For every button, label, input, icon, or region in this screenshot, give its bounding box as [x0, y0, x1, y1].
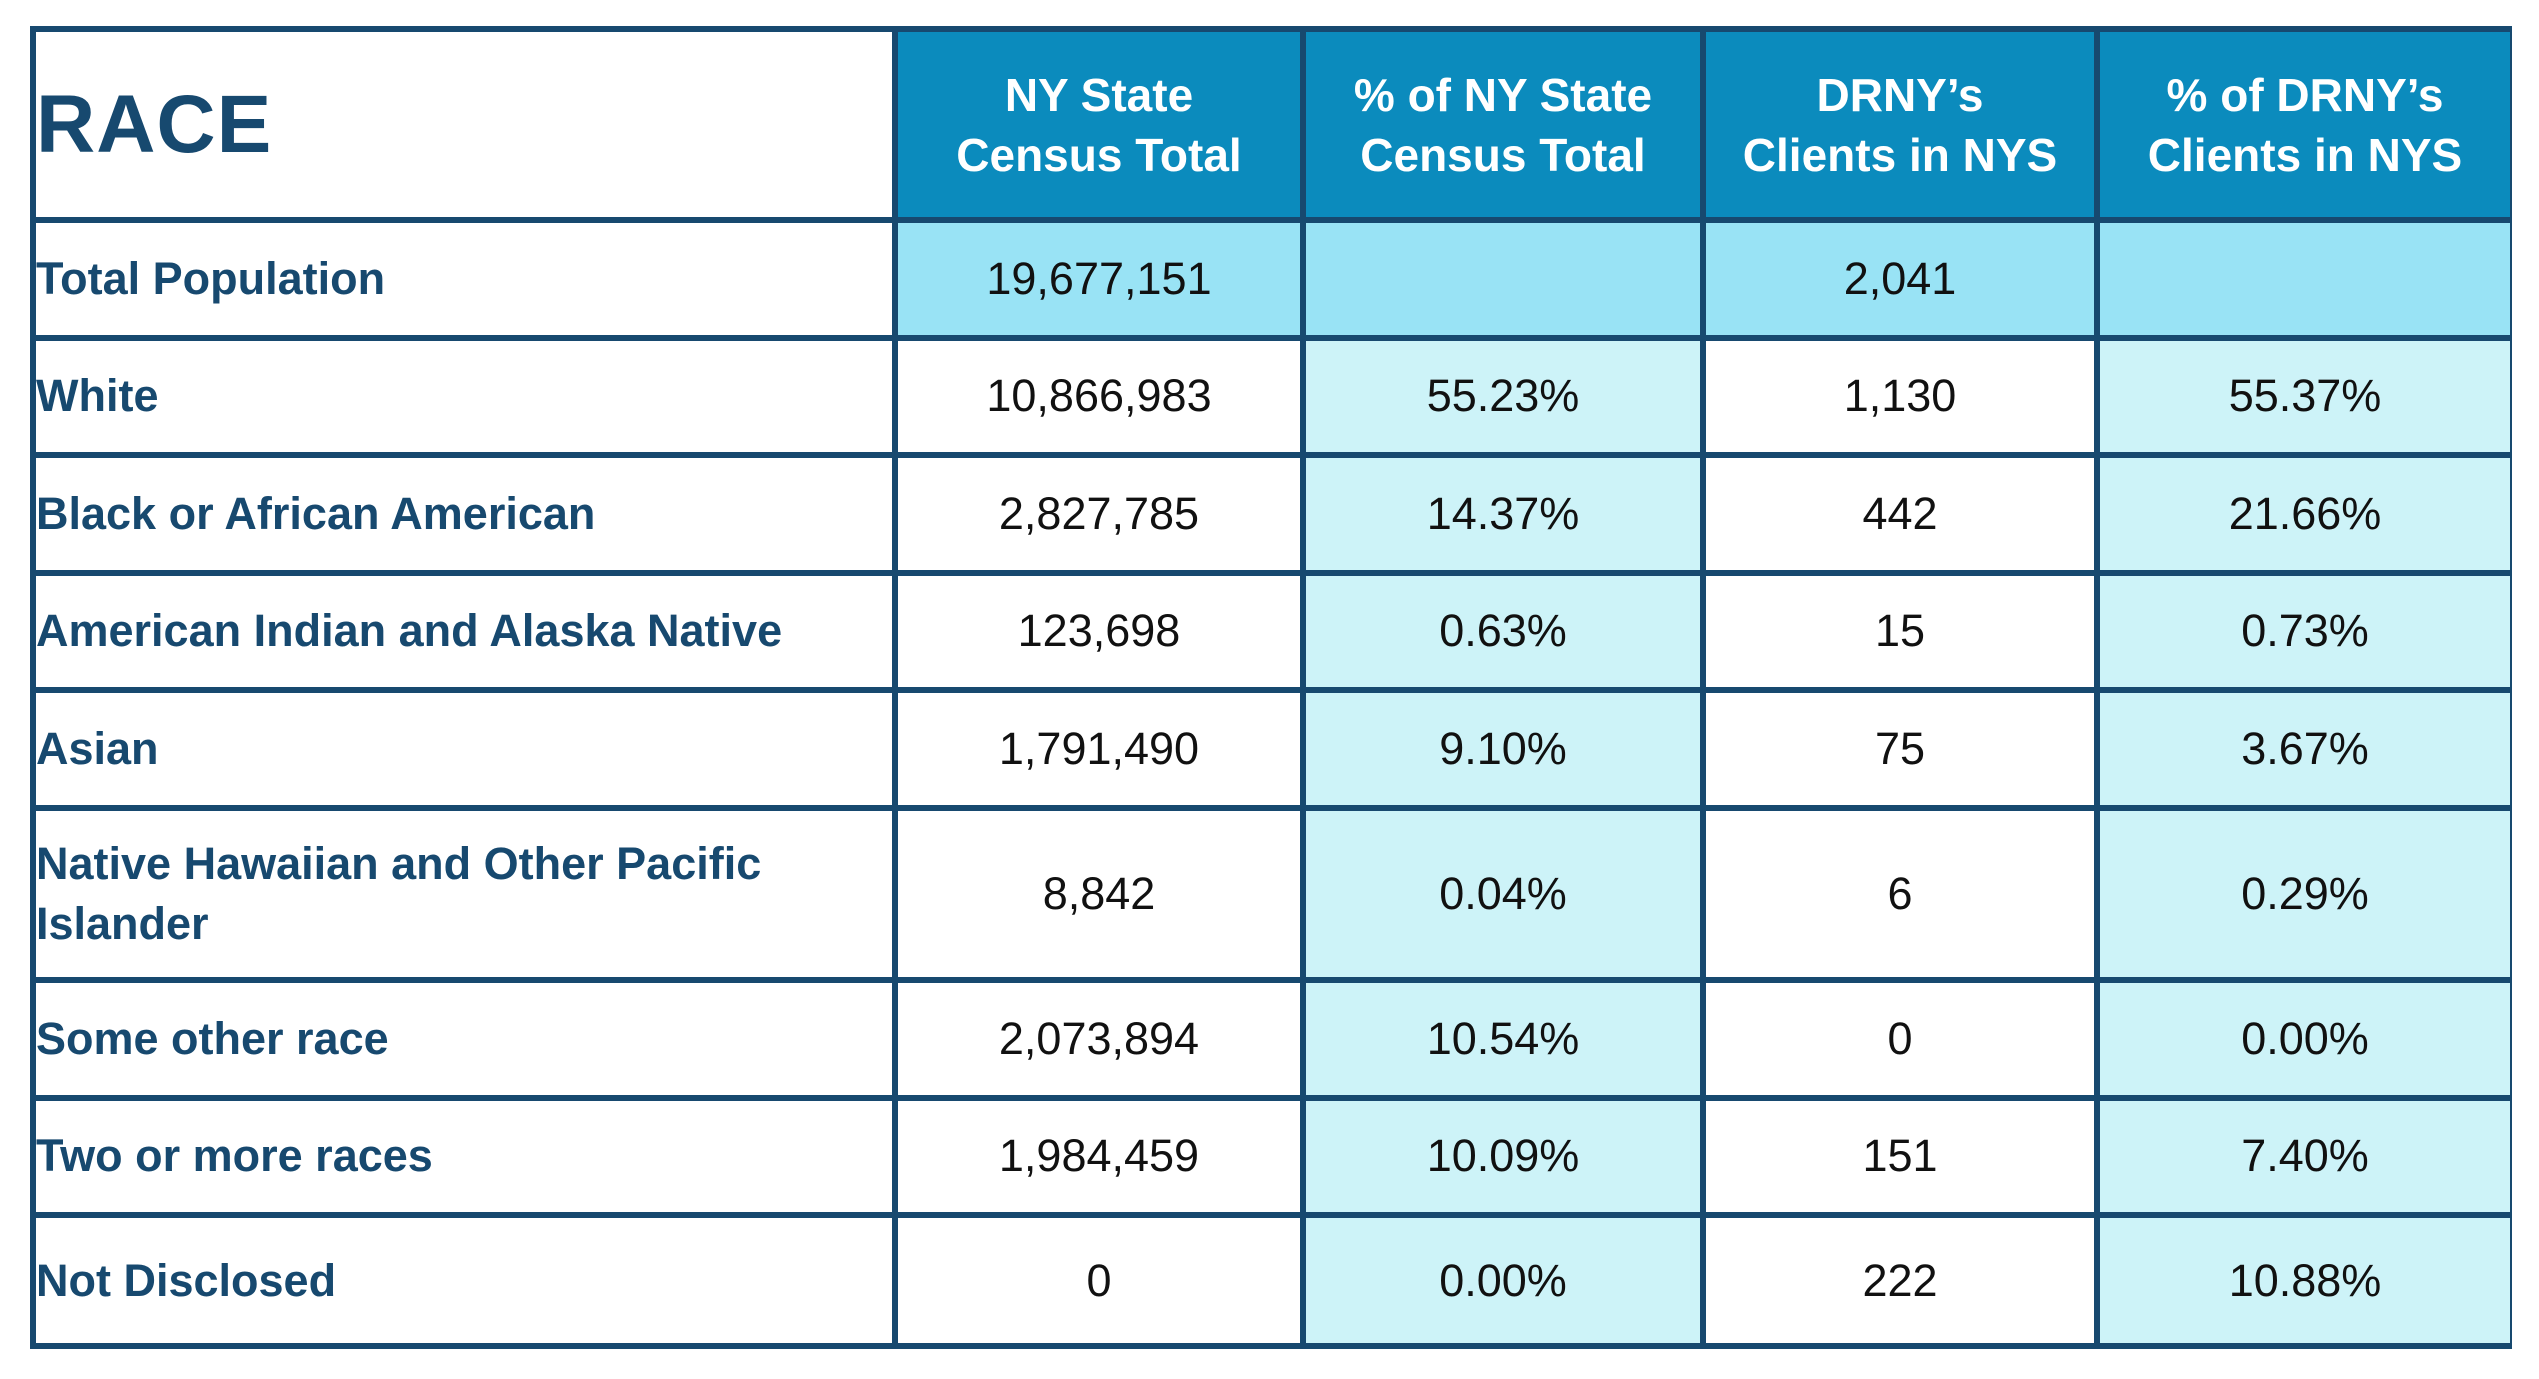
race-label-cell: Black or African American	[36, 458, 892, 570]
clients-total-cell: 15	[1706, 575, 2094, 688]
header-line: NY State	[1004, 68, 1194, 121]
clients-total-cell: 222	[1706, 1218, 2094, 1343]
clients-total-cell: 75	[1706, 693, 2094, 805]
census-total-cell: 10,866,983	[898, 340, 1300, 453]
clients-total-header: DRNY’s Clients in NYS	[1706, 32, 2094, 217]
clients-total-cell: 442	[1706, 458, 2094, 570]
census-percent-cell: 14.37%	[1306, 458, 1700, 570]
census-total-cell: 1,791,490	[898, 693, 1300, 805]
table-row: Some other race 2,073,894 10.54% 0 0.00%	[36, 983, 2510, 1095]
clients-total-cell: 1,130	[1706, 340, 2094, 453]
census-percent-header: % of NY State Census Total	[1306, 32, 1700, 217]
header-line: DRNY’s	[1816, 68, 1984, 121]
table-row: Total Population 19,677,151 2,041	[36, 223, 2510, 335]
race-label-cell: Some other race	[36, 983, 892, 1095]
census-percent-cell: 10.54%	[1306, 983, 1700, 1095]
race-label-cell: White	[36, 340, 892, 453]
census-percent-cell: 0.63%	[1306, 575, 1700, 688]
table-row: White 10,866,983 55.23% 1,130 55.37%	[36, 340, 2510, 453]
race-table-container: RACE NY State Census Total % of NY State…	[30, 26, 2512, 1349]
census-total-header: NY State Census Total	[898, 32, 1300, 217]
table-row: Native Hawaiian and Other Pacific Islande…	[36, 810, 2510, 978]
clients-percent-cell: 0.73%	[2100, 575, 2510, 688]
race-label-cell: Not Disclosed	[36, 1218, 892, 1343]
clients-percent-cell: 0.00%	[2100, 983, 2510, 1095]
race-label-line: Asian	[36, 722, 159, 774]
table-row: Not Disclosed 0 0.00% 222 10.88%	[36, 1218, 2510, 1343]
clients-percent-cell	[2100, 223, 2510, 335]
table-row: American Indian and Alaska Native 123,698…	[36, 575, 2510, 688]
clients-percent-cell: 55.37%	[2100, 340, 2510, 453]
header-line: Clients in NYS	[1742, 128, 2058, 181]
clients-percent-cell: 0.29%	[2100, 810, 2510, 978]
race-label-line: White	[36, 370, 159, 422]
clients-percent-cell: 21.66%	[2100, 458, 2510, 570]
census-percent-cell: 9.10%	[1306, 693, 1700, 805]
clients-total-cell: 6	[1706, 810, 2094, 978]
table-header-row: RACE NY State Census Total % of NY State…	[36, 32, 2510, 217]
header-line: % of DRNY’s	[2166, 68, 2444, 121]
census-percent-cell: 0.04%	[1306, 810, 1700, 978]
census-total-cell: 2,073,894	[898, 983, 1300, 1095]
race-label-line: Some other race	[36, 1012, 389, 1064]
census-total-cell: 123,698	[898, 575, 1300, 688]
header-line: Clients in NYS	[2147, 128, 2463, 181]
header-line: % of NY State	[1353, 68, 1653, 121]
clients-percent-cell: 3.67%	[2100, 693, 2510, 805]
race-label-cell: American Indian and Alaska Native	[36, 575, 892, 688]
race-label-line: Total Population	[36, 252, 386, 304]
race-label-line: Native Hawaiian and Other Pacific	[36, 837, 762, 889]
clients-percent-header: % of DRNY’s Clients in NYS	[2100, 32, 2510, 217]
race-label-cell: Native Hawaiian and Other Pacific Islande…	[36, 810, 892, 978]
race-label-cell: Asian	[36, 693, 892, 805]
census-total-cell: 2,827,785	[898, 458, 1300, 570]
race-column-header: RACE	[36, 32, 892, 217]
header-line: Census Total	[1360, 128, 1646, 181]
race-label-cell: Two or more races	[36, 1100, 892, 1213]
race-label-cell: Total Population	[36, 223, 892, 335]
census-total-cell: 8,842	[898, 810, 1300, 978]
census-percent-cell: 55.23%	[1306, 340, 1700, 453]
census-total-cell: 19,677,151	[898, 223, 1300, 335]
race-label-line: Not Disclosed	[36, 1254, 337, 1306]
header-line: Census Total	[956, 128, 1242, 181]
table-body: Total Population 19,677,151 2,041 White 10,8…	[36, 223, 2510, 1343]
census-total-cell: 0	[898, 1218, 1300, 1343]
clients-total-cell: 151	[1706, 1100, 2094, 1213]
race-label-line: Black or African American	[36, 487, 596, 539]
clients-percent-cell: 10.88%	[2100, 1218, 2510, 1343]
table-row: Two or more races 1,984,459 10.09% 151 7.40%	[36, 1100, 2510, 1213]
table-row: Black or African American 2,827,785 14.37%…	[36, 458, 2510, 570]
clients-percent-cell: 7.40%	[2100, 1100, 2510, 1213]
race-label-line: Two or more races	[36, 1130, 433, 1182]
census-total-cell: 1,984,459	[898, 1100, 1300, 1213]
table-row: Asian 1,791,490 9.10% 75 3.67%	[36, 693, 2510, 805]
census-percent-cell	[1306, 223, 1700, 335]
census-percent-cell: 10.09%	[1306, 1100, 1700, 1213]
census-percent-cell: 0.00%	[1306, 1218, 1700, 1343]
race-table: RACE NY State Census Total % of NY State…	[30, 26, 2516, 1349]
race-label-line: Islander	[36, 897, 209, 949]
clients-total-cell: 2,041	[1706, 223, 2094, 335]
race-label-line: American Indian and Alaska Native	[36, 605, 783, 657]
clients-total-cell: 0	[1706, 983, 2094, 1095]
